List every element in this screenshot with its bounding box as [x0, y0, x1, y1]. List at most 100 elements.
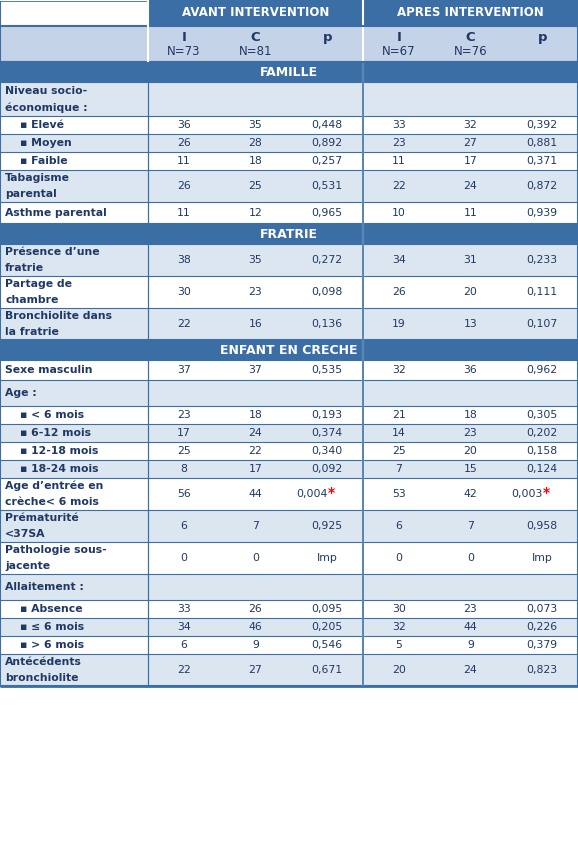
Text: 11: 11 — [177, 156, 191, 166]
Text: 32: 32 — [464, 120, 477, 130]
Text: 20: 20 — [464, 446, 477, 456]
Text: 0: 0 — [395, 553, 402, 563]
Text: 0,272: 0,272 — [312, 255, 343, 265]
Text: 53: 53 — [392, 489, 406, 499]
Text: N=81: N=81 — [239, 45, 272, 58]
Text: 0,531: 0,531 — [312, 181, 343, 191]
Text: 0,965: 0,965 — [312, 208, 343, 218]
Text: p: p — [323, 31, 332, 44]
Bar — [0, 636, 578, 654]
Text: Asthme parental: Asthme parental — [5, 208, 107, 218]
Text: 20: 20 — [464, 287, 477, 297]
Text: 0,371: 0,371 — [527, 156, 558, 166]
Text: 0,193: 0,193 — [312, 410, 343, 420]
Text: 17: 17 — [177, 428, 191, 438]
Text: Allaitement :: Allaitement : — [5, 582, 84, 592]
Text: C: C — [466, 31, 475, 44]
Text: 0,158: 0,158 — [527, 446, 558, 456]
Text: 0,392: 0,392 — [527, 120, 558, 130]
Text: N=73: N=73 — [167, 45, 201, 58]
Bar — [0, 202, 578, 224]
Text: 18: 18 — [464, 410, 477, 420]
Text: 0,305: 0,305 — [527, 410, 558, 420]
Text: 35: 35 — [249, 120, 262, 130]
Text: 0,092: 0,092 — [312, 464, 343, 474]
Text: ▪ Absence: ▪ Absence — [5, 604, 83, 614]
Bar — [0, 618, 578, 636]
Bar — [0, 26, 578, 62]
Text: 36: 36 — [464, 365, 477, 375]
Text: 5: 5 — [395, 640, 402, 650]
Text: 9: 9 — [252, 640, 259, 650]
Bar — [0, 424, 578, 442]
Text: ▪ 18-24 mois: ▪ 18-24 mois — [5, 464, 98, 474]
Text: Partage de: Partage de — [5, 279, 72, 289]
Text: 0,958: 0,958 — [527, 521, 558, 531]
Text: 6: 6 — [395, 521, 402, 531]
Text: Age :: Age : — [5, 388, 37, 398]
Text: 23: 23 — [177, 410, 191, 420]
Text: 0,107: 0,107 — [527, 319, 558, 329]
Text: 26: 26 — [392, 287, 406, 297]
Text: 22: 22 — [249, 446, 262, 456]
Text: la fratrie: la fratrie — [5, 327, 59, 337]
Bar — [0, 654, 578, 686]
Text: Imp: Imp — [532, 553, 553, 563]
Text: 0,111: 0,111 — [527, 287, 558, 297]
Text: 6: 6 — [180, 640, 187, 650]
Text: 25: 25 — [177, 446, 191, 456]
Text: économique :: économique : — [5, 102, 88, 113]
Text: 32: 32 — [392, 365, 406, 375]
Bar — [0, 574, 578, 600]
Text: 17: 17 — [464, 156, 477, 166]
Text: ▪ Faible: ▪ Faible — [5, 156, 68, 166]
Text: 25: 25 — [392, 446, 406, 456]
Text: I: I — [397, 31, 401, 44]
Text: 8: 8 — [180, 464, 187, 474]
Text: 37: 37 — [249, 365, 262, 375]
Text: 14: 14 — [392, 428, 406, 438]
Bar — [0, 380, 578, 406]
Text: 26: 26 — [177, 138, 191, 148]
Bar — [0, 134, 578, 152]
Text: FAMILLE: FAMILLE — [260, 66, 318, 79]
Text: 0,939: 0,939 — [527, 208, 558, 218]
Text: 35: 35 — [249, 255, 262, 265]
Text: 0,872: 0,872 — [527, 181, 558, 191]
Text: 23: 23 — [464, 428, 477, 438]
Text: I: I — [181, 31, 186, 44]
Text: 25: 25 — [249, 181, 262, 191]
Text: 0,257: 0,257 — [312, 156, 343, 166]
Text: 0,003: 0,003 — [511, 489, 542, 499]
Bar — [0, 152, 578, 170]
Bar — [363, 0, 578, 26]
Text: 44: 44 — [249, 489, 262, 499]
Text: 12: 12 — [249, 208, 262, 218]
Text: 0: 0 — [180, 553, 187, 563]
Text: Age d’entrée en: Age d’entrée en — [5, 481, 103, 491]
Text: 15: 15 — [464, 464, 477, 474]
Text: 31: 31 — [464, 255, 477, 265]
Text: 0,004: 0,004 — [296, 489, 327, 499]
Bar — [0, 542, 578, 574]
Text: 0,202: 0,202 — [527, 428, 558, 438]
Bar — [0, 360, 578, 380]
Text: 0,098: 0,098 — [312, 287, 343, 297]
Text: 21: 21 — [392, 410, 406, 420]
Text: 7: 7 — [467, 521, 474, 531]
Bar — [0, 340, 578, 360]
Text: C: C — [251, 31, 260, 44]
Text: 0,892: 0,892 — [312, 138, 343, 148]
Text: Antécédents: Antécédents — [5, 657, 82, 667]
Text: ▪ Moyen: ▪ Moyen — [5, 138, 72, 148]
Text: 26: 26 — [177, 181, 191, 191]
Text: 23: 23 — [392, 138, 406, 148]
Text: 38: 38 — [177, 255, 191, 265]
Text: parental: parental — [5, 189, 57, 199]
Text: ▪ < 6 mois: ▪ < 6 mois — [5, 410, 84, 420]
Text: 6: 6 — [180, 521, 187, 531]
Text: Bronchiolite dans: Bronchiolite dans — [5, 311, 112, 321]
Text: 0,340: 0,340 — [312, 446, 343, 456]
Text: 20: 20 — [392, 665, 406, 675]
Text: 0,136: 0,136 — [312, 319, 343, 329]
